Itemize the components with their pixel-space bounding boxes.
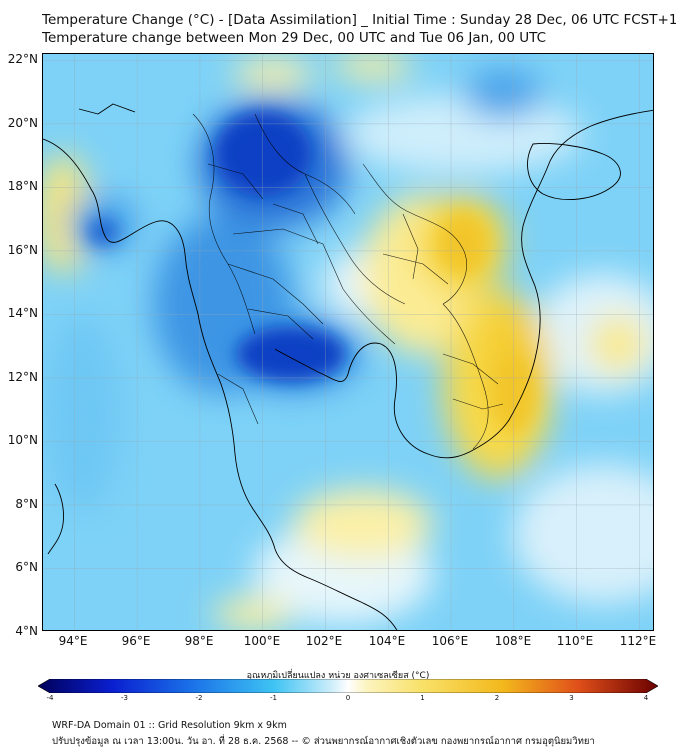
colorbar-tick-label: 1 — [420, 694, 425, 702]
colorbar-tick-label: 3 — [569, 694, 574, 702]
lat-label-4n: 4°N — [15, 624, 38, 638]
colorbar-tick-label: -4 — [46, 694, 54, 702]
anomaly-field — [43, 54, 653, 630]
lat-label-10n: 10°N — [7, 433, 38, 447]
colorbar-tick-label: 4 — [643, 694, 649, 702]
footer-credit: ปรับปรุงข้อมูล ณ เวลา 13:00น. วัน อา. ที… — [52, 736, 595, 747]
map-subtitle: Temperature change between Mon 29 Dec, 0… — [42, 30, 547, 46]
temperature-map[interactable] — [42, 53, 654, 631]
lat-label-6n: 6°N — [15, 560, 38, 574]
lat-label-16n: 16°N — [7, 243, 38, 257]
lon-label-112e: 112°E — [619, 634, 657, 648]
colorbar-tick-label: 2 — [494, 694, 500, 702]
anomaly-cores — [87, 112, 535, 434]
lon-label-108e: 108°E — [494, 634, 532, 648]
colorbar — [38, 679, 658, 693]
lat-label-22n: 22°N — [7, 52, 38, 66]
colorbar-title: อุณหภูมิเปลี่ยนแปลง หน่วย องศาเซลเซียส (… — [246, 671, 430, 681]
footer-model-info: WRF-DA Domain 01 :: Grid Resolution 9km … — [52, 720, 287, 731]
lon-label-96e: 96°E — [121, 634, 151, 648]
lat-label-8n: 8°N — [15, 497, 38, 511]
lon-label-98e: 98°E — [184, 634, 214, 648]
lon-label-94e: 94°E — [58, 634, 88, 648]
lat-label-18n: 18°N — [7, 179, 38, 193]
lat-label-12n: 12°N — [7, 370, 38, 384]
lon-label-110e: 110°E — [556, 634, 594, 648]
colorbar-tick-label: 0 — [345, 694, 351, 702]
lon-label-102e: 102°E — [305, 634, 343, 648]
lat-label-14n: 14°N — [7, 306, 38, 320]
colorbar-tick-label: -1 — [270, 694, 277, 702]
map-canvas — [43, 54, 653, 630]
colorbar-tick-label: -3 — [121, 694, 128, 702]
map-title: Temperature Change (°C) - [Data Assimila… — [42, 12, 676, 28]
coastlines — [43, 103, 653, 630]
lon-label-106e: 106°E — [431, 634, 469, 648]
lat-label-20n: 20°N — [7, 116, 38, 130]
graticule — [43, 54, 653, 630]
lon-label-100e: 100°E — [243, 634, 281, 648]
colorbar-tick-label: -2 — [195, 694, 203, 702]
admin-borders — [192, 113, 504, 450]
lon-label-104e: 104°E — [368, 634, 406, 648]
